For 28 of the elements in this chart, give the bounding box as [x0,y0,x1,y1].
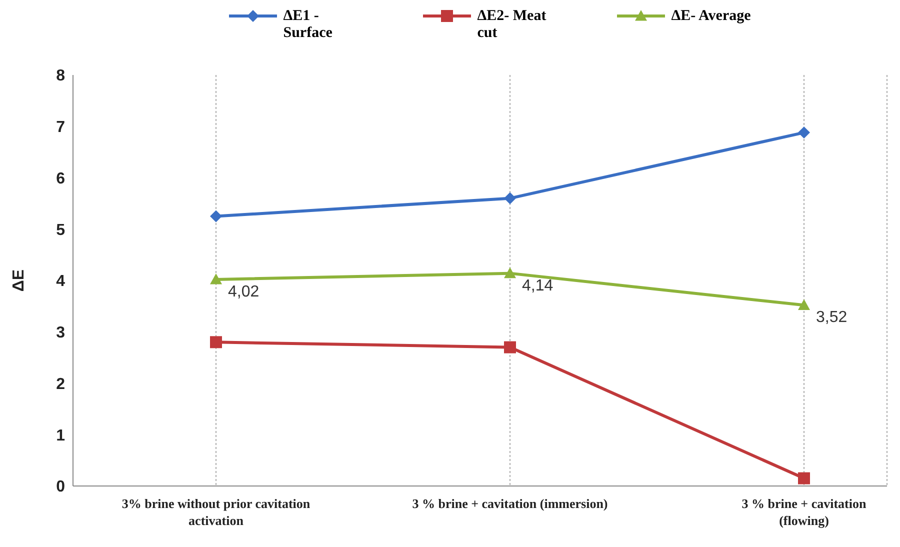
point [504,341,516,354]
legend-label: ΔE1 - Surface [283,8,334,42]
point [504,267,516,278]
point [798,299,810,310]
point [798,472,810,484]
point [798,126,810,139]
x-tick-label: 3 % brine + cavitation (immersion) [412,496,608,511]
y-tick-label: 0 [56,478,66,496]
legend-label: ΔE- Average [671,8,751,25]
y-tick-label: 5 [56,222,66,239]
x-tick-label: 3 % brine + cavitation (flowing) [742,496,867,528]
point [210,273,222,284]
point [504,192,516,204]
x-tick-label: 3% brine without prior cavitation activation [122,496,311,528]
point [210,210,222,222]
point [210,336,222,348]
y-tick-label: 7 [56,119,66,136]
y-tick-label: 2 [56,376,66,393]
y-tick-label: 1 [56,427,66,444]
y-axis-title: ΔE [10,269,28,292]
y-tick-label: 6 [56,170,66,188]
y-tick-label: 3 [56,324,66,342]
data-label: 3,52 [816,309,848,326]
data-label: 4,14 [522,277,554,294]
legend-label: ΔE2- Meat cut [477,8,548,42]
data-label: 4,02 [228,283,260,300]
y-tick-label: 4 [56,273,66,290]
y-tick-label: 8 [56,68,66,85]
